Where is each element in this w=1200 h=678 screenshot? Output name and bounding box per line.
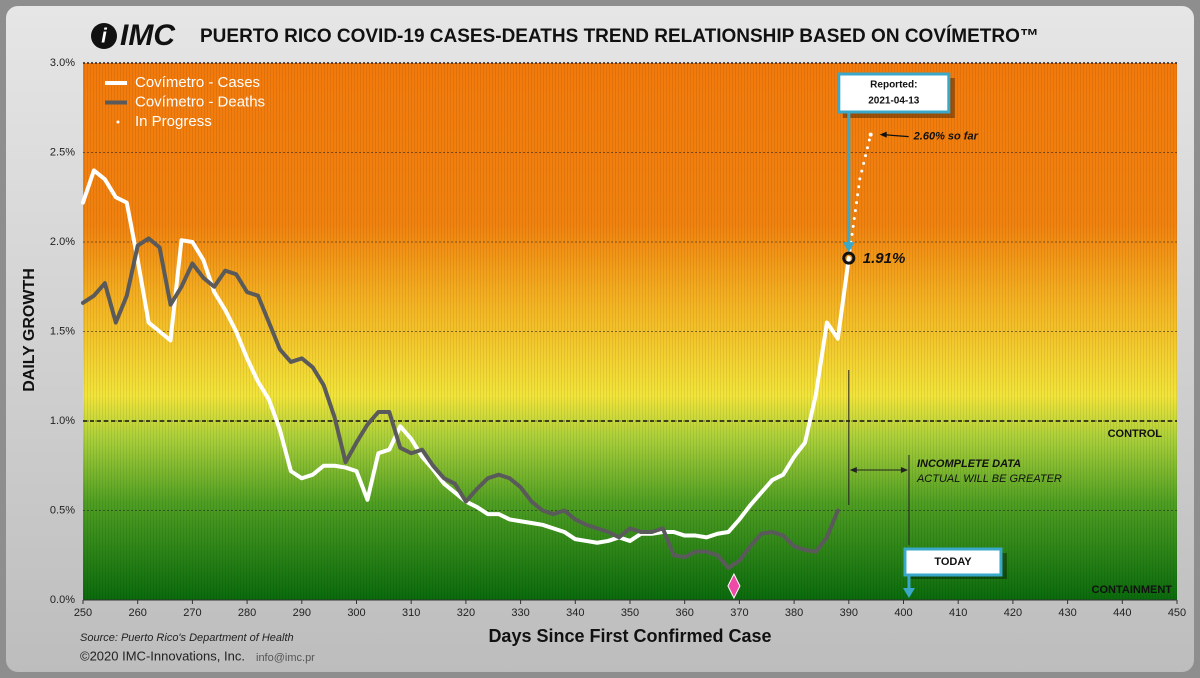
y-tick-label: 1.0% [50, 415, 75, 427]
control-label: CONTROL [1108, 428, 1163, 440]
x-tick-label: 450 [1168, 607, 1186, 619]
incomplete-arrowhead [849, 467, 908, 473]
today-arrowhead [902, 588, 915, 598]
reported-arrowhead [842, 242, 855, 253]
y-axis-label: DAILY GROWTH [21, 268, 38, 392]
x-tick-label: 360 [676, 607, 694, 619]
x-tick-label: 380 [785, 607, 803, 619]
x-tick-label: 340 [566, 607, 584, 619]
legend-label: In Progress [135, 113, 212, 130]
x-axis-label: Days Since First Confirmed Case [488, 626, 771, 646]
reported-label: 1.91% [863, 250, 906, 267]
today-box [903, 547, 1003, 577]
stripes [83, 63, 1177, 600]
y-tick-label: 1.5% [50, 325, 75, 337]
logo-icon [91, 23, 117, 49]
x-tick-label: 300 [347, 607, 365, 619]
y-tick-label: 2.5% [50, 146, 75, 158]
logo-text: IMC [120, 19, 176, 52]
x-tick-label: 270 [183, 607, 201, 619]
y-tick-label: 0.5% [50, 504, 75, 516]
today-label: TODAY [934, 556, 972, 568]
copyright: ©2020 IMC-Innovations, Inc. [80, 648, 245, 663]
x-tick-label: 350 [621, 607, 639, 619]
progress-point [868, 132, 873, 137]
x-tick-label: 430 [1058, 607, 1076, 619]
legend-label: Covímetro - Deaths [135, 93, 265, 110]
x-tick-label: 390 [840, 607, 858, 619]
contact: info@imc.pr [256, 652, 315, 664]
low-marker [727, 572, 741, 600]
y-tick-label: 0.0% [50, 594, 75, 606]
series-line [847, 133, 873, 260]
y-tick-label: 3.0% [50, 57, 75, 69]
reported-point [842, 251, 856, 265]
x-tick-label: 400 [894, 607, 912, 619]
x-tick-label: 250 [74, 607, 92, 619]
y-tick-label: 2.0% [50, 236, 75, 248]
legend-label: Covímetro - Cases [135, 74, 260, 91]
progress-label: 2.60% so far [913, 131, 979, 143]
x-tick-label: 330 [511, 607, 529, 619]
incomplete-note: ACTUAL WILL BE GREATER [916, 473, 1062, 485]
incomplete-title: INCOMPLETE DATA [917, 458, 1021, 470]
x-tick-label: 290 [293, 607, 311, 619]
x-tick-label: 280 [238, 607, 256, 619]
x-tick-label: 310 [402, 607, 420, 619]
containment-label: CONTAINMENT [1092, 584, 1173, 596]
logo: i IMC [91, 19, 176, 52]
series-line [81, 236, 840, 570]
x-tick-label: 370 [730, 607, 748, 619]
x-tick-label: 420 [1004, 607, 1022, 619]
source: Source: Puerto Rico's Department of Heal… [80, 632, 294, 644]
progress-arrow [882, 134, 909, 138]
plot-layer: 0.0% 0.5% 1.0% 1.5% 2.0% 2.5% 3.0% 250 260 270 280… [50, 57, 1186, 619]
progress-arrowhead [879, 131, 887, 138]
reported-date: 2021-04-13 [868, 96, 920, 107]
legend-swatch [116, 120, 120, 124]
x-tick-label: 410 [949, 607, 967, 619]
logo-icon-letter: i [101, 25, 107, 47]
chart-title: PUERTO RICO COVID-19 CASES-DEATHS TREND … [200, 25, 1039, 47]
x-tick-label: 320 [457, 607, 475, 619]
reported-title: Reported: [870, 80, 917, 91]
x-tick-label: 440 [1113, 607, 1131, 619]
x-tick-label: 260 [129, 607, 147, 619]
reported-box [837, 72, 951, 114]
